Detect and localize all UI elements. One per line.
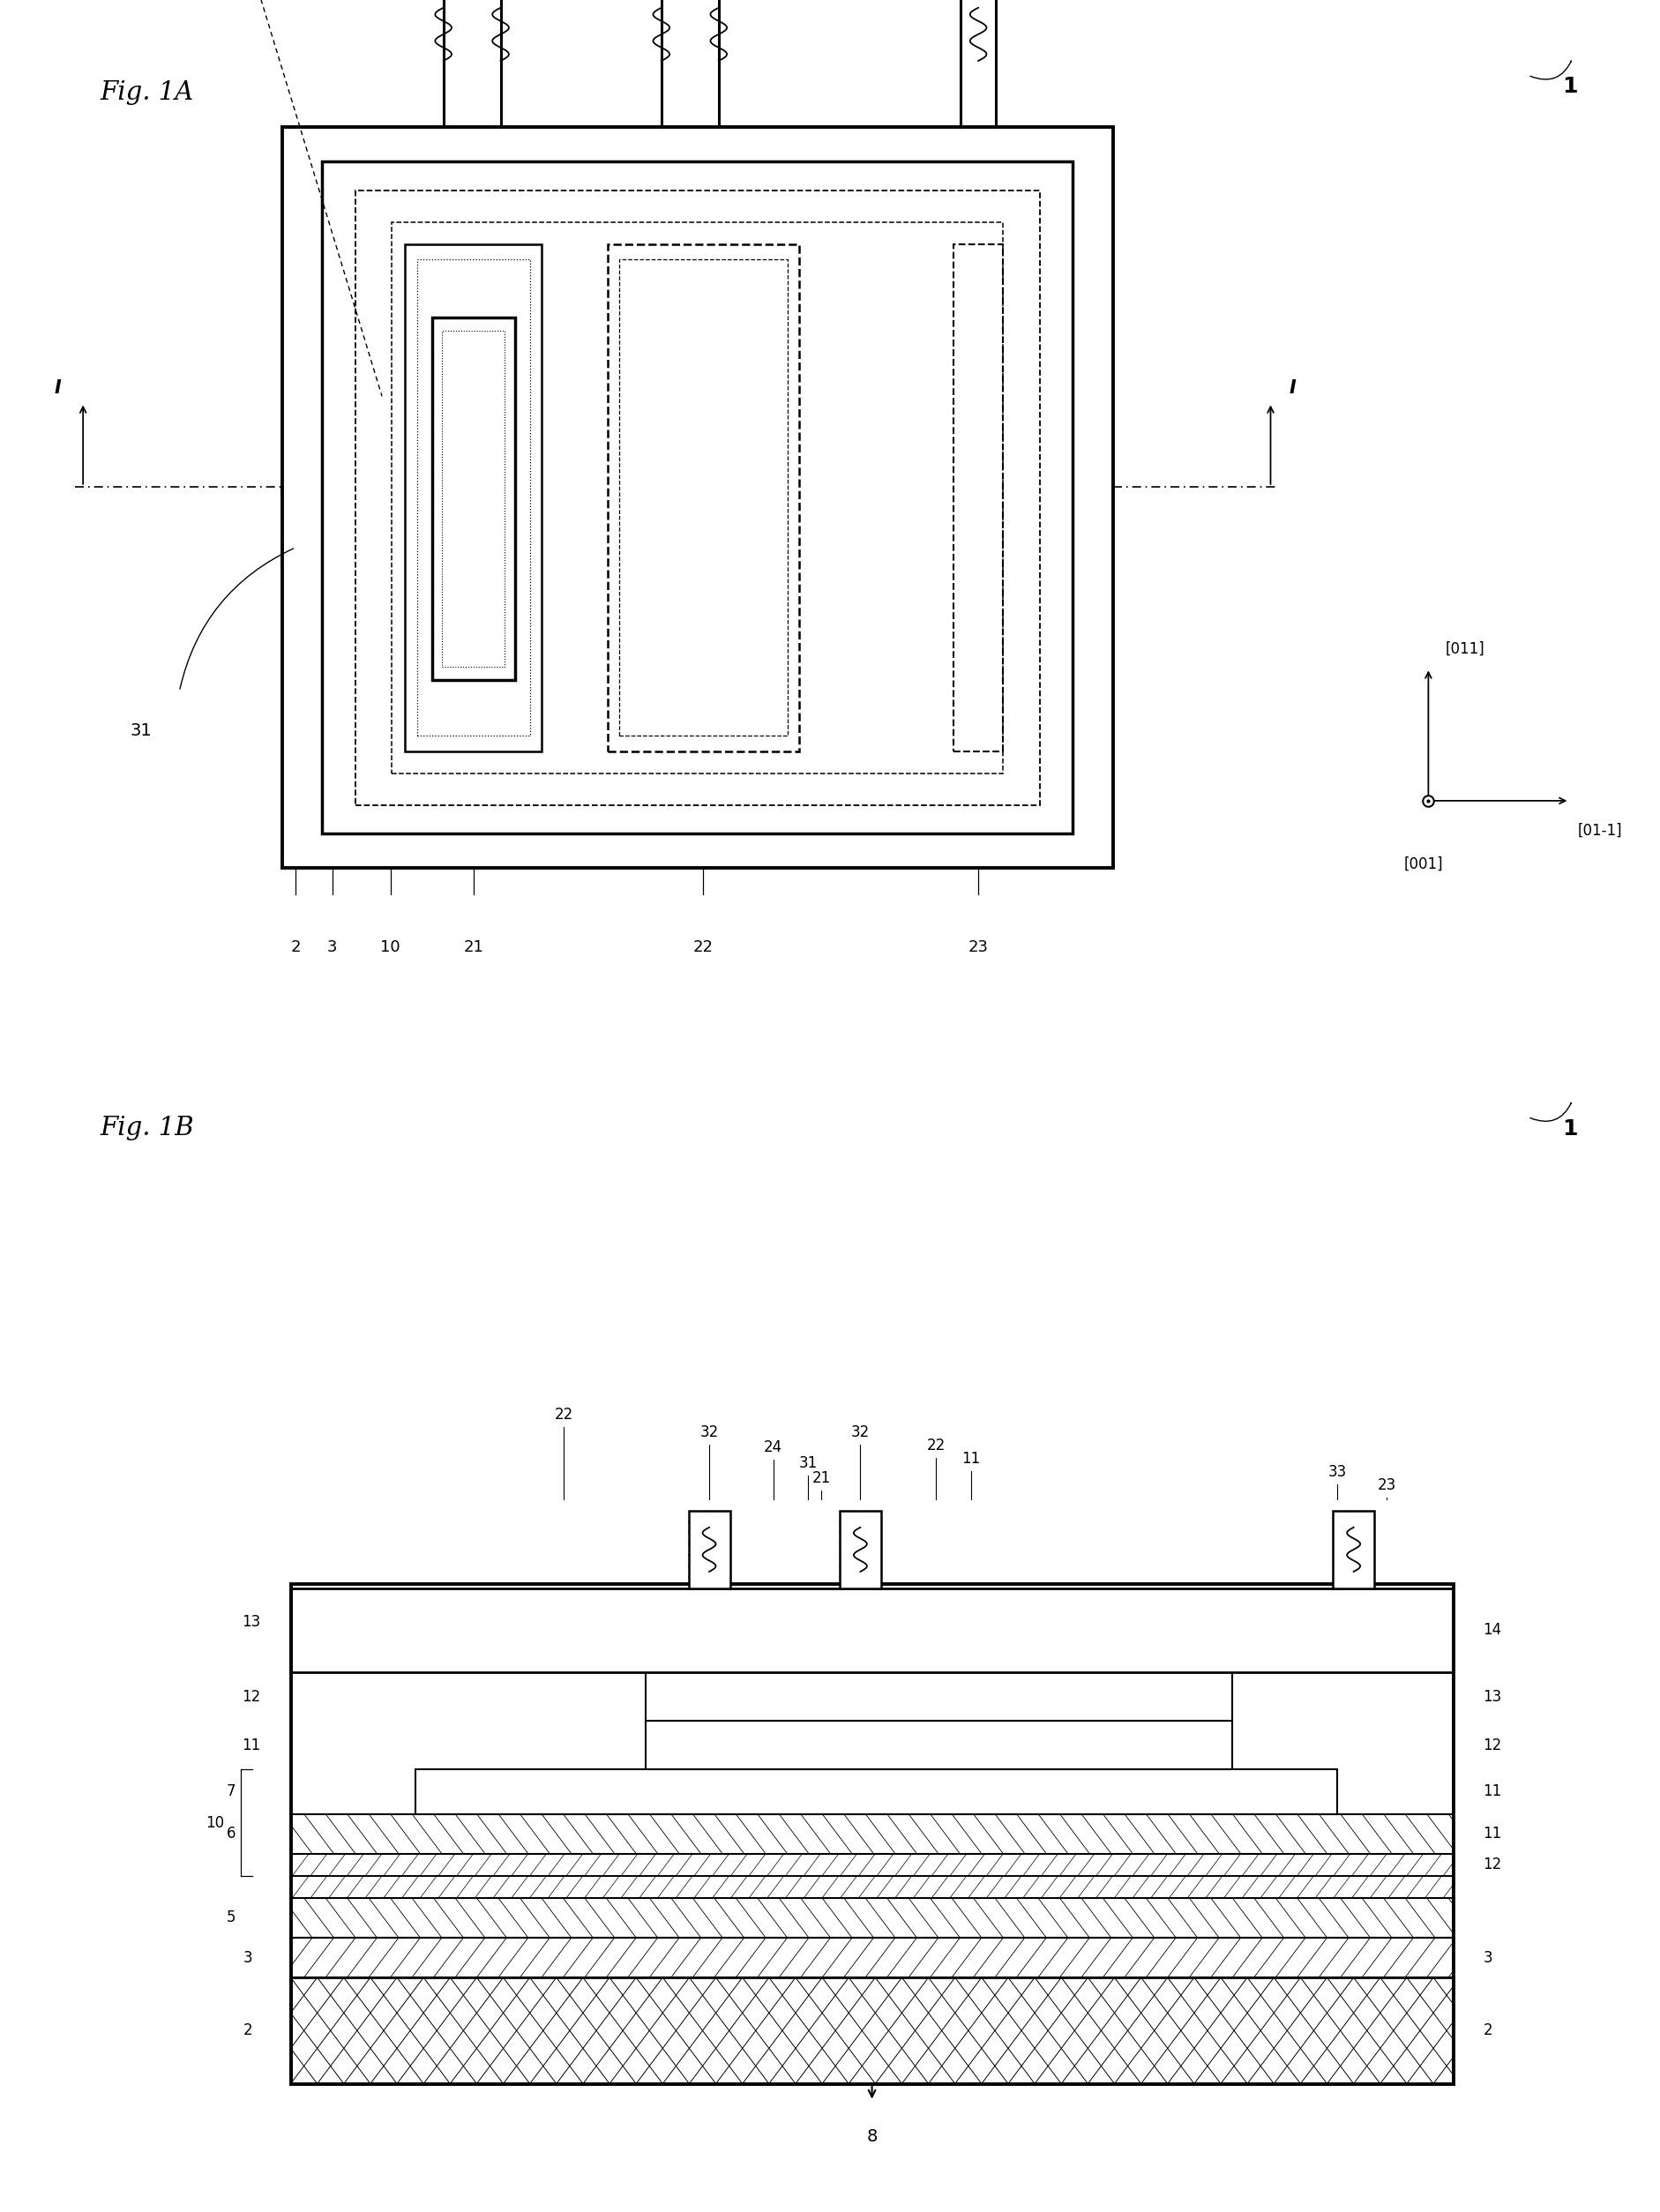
Bar	[608, 243, 798, 752]
Text: 3: 3	[242, 1949, 252, 1966]
Bar	[442, 330, 505, 668]
Text: 22: 22	[692, 938, 714, 956]
Text: 33: 33	[1326, 1464, 1346, 1480]
Text: 32: 32	[850, 1425, 870, 1440]
Text: 11: 11	[961, 1451, 979, 1467]
Text: 22: 22	[926, 1438, 945, 1453]
Text: 24: 24	[764, 1440, 782, 1455]
Text: 31: 31	[129, 723, 153, 739]
Bar	[953, 243, 1003, 752]
Text: I: I	[55, 380, 61, 398]
Text: 21: 21	[463, 938, 483, 956]
Bar	[644, 1721, 1232, 1770]
Text: 22: 22	[554, 1407, 573, 1422]
Text: 11: 11	[1482, 1783, 1501, 1801]
Bar	[432, 316, 515, 681]
Text: 12: 12	[1482, 1856, 1501, 1874]
Bar	[290, 1584, 1452, 2084]
Bar	[290, 1938, 1452, 1978]
FancyArrowPatch shape	[1529, 1104, 1570, 1121]
Text: [001]: [001]	[1403, 856, 1443, 872]
FancyArrowPatch shape	[179, 549, 294, 688]
Bar	[415, 1770, 1336, 1814]
Text: 2: 2	[290, 938, 300, 956]
Bar	[644, 1672, 1232, 1721]
FancyArrowPatch shape	[1529, 62, 1570, 80]
Text: 14: 14	[1482, 1621, 1501, 1639]
Bar	[290, 1814, 1452, 1854]
Text: 23: 23	[1376, 1478, 1396, 1493]
Text: 32: 32	[699, 1425, 719, 1440]
Text: 31: 31	[798, 1455, 817, 1471]
Bar	[282, 126, 1112, 867]
Text: 10: 10	[380, 938, 400, 956]
Text: 8: 8	[867, 2128, 876, 2146]
Bar	[290, 1876, 1452, 1898]
Text: 1: 1	[1560, 75, 1577, 97]
Bar	[290, 1978, 1452, 2084]
Text: 2: 2	[242, 2022, 252, 2039]
Bar	[392, 221, 1003, 774]
Text: 13: 13	[242, 1615, 261, 1630]
Text: Fig. 1A: Fig. 1A	[100, 80, 193, 104]
Text: 12: 12	[1482, 1736, 1501, 1754]
Text: 21: 21	[812, 1471, 830, 1486]
Bar	[840, 1511, 881, 1588]
Text: 11: 11	[242, 1736, 261, 1754]
Bar	[290, 1588, 1452, 1672]
Text: 1: 1	[1560, 1117, 1577, 1139]
Text: 11: 11	[1482, 1825, 1501, 1843]
Bar	[689, 1511, 730, 1588]
Bar	[1331, 1511, 1374, 1588]
Text: 12: 12	[242, 1688, 261, 1705]
Text: 13: 13	[1482, 1688, 1501, 1705]
Text: 3: 3	[1482, 1949, 1492, 1966]
Text: [01-1]: [01-1]	[1577, 823, 1622, 838]
Text: 5: 5	[226, 1909, 236, 1927]
Text: I: I	[1288, 380, 1295, 398]
Text: [011]: [011]	[1444, 641, 1484, 657]
Text: 3: 3	[327, 938, 337, 956]
Text: Fig. 1B: Fig. 1B	[100, 1115, 194, 1139]
Text: 7: 7	[226, 1783, 236, 1801]
Text: 6: 6	[226, 1825, 236, 1843]
Bar	[322, 161, 1072, 834]
Bar	[355, 190, 1039, 805]
Text: 2: 2	[1482, 2022, 1492, 2039]
Bar	[290, 1898, 1452, 1938]
Text: 10: 10	[206, 1814, 224, 1832]
Bar	[417, 259, 530, 737]
Text: 23: 23	[968, 938, 988, 956]
Bar	[619, 259, 787, 737]
Bar	[290, 1854, 1452, 1876]
Bar	[405, 243, 541, 752]
